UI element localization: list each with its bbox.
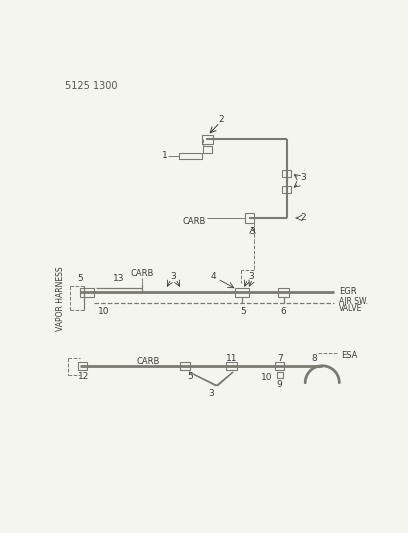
Text: 3: 3 [250,227,255,236]
Text: 6: 6 [281,308,286,317]
Text: 13: 13 [113,273,125,282]
Text: 3: 3 [208,389,214,398]
Text: 5: 5 [188,372,193,381]
Bar [245,213,254,223]
Bar [278,288,289,296]
Text: 10: 10 [98,308,109,317]
Bar [235,288,249,296]
Text: 2: 2 [219,115,224,124]
Text: CARB: CARB [183,216,206,225]
Bar [179,152,202,159]
Bar [282,170,291,177]
Bar [80,288,94,296]
Text: 10: 10 [261,373,272,382]
Bar [226,362,237,370]
Text: VAPOR HARNESS: VAPOR HARNESS [56,266,65,331]
Text: AIR SW.: AIR SW. [339,297,368,306]
Bar [202,135,213,144]
Bar [277,372,283,378]
Text: 3: 3 [248,272,254,281]
Text: 12: 12 [78,372,89,381]
Text: 3: 3 [171,272,176,281]
Bar [180,362,190,370]
Bar [203,146,212,154]
Bar [275,362,284,370]
Text: CARB: CARB [136,358,160,367]
Text: EGR: EGR [339,287,357,296]
Text: 5: 5 [240,308,246,317]
Text: CARB: CARB [131,269,154,278]
Text: 7: 7 [277,353,282,362]
Text: 9: 9 [277,380,282,389]
Bar [282,185,291,192]
Text: ESA: ESA [341,351,357,360]
Text: 3: 3 [301,173,306,182]
Text: VALVE: VALVE [339,304,363,313]
Text: 4: 4 [211,272,217,281]
Text: 8: 8 [312,353,317,362]
Text: 5125 1300: 5125 1300 [65,81,118,91]
Text: 1: 1 [162,151,167,160]
Bar [78,362,87,370]
Text: 11: 11 [226,353,237,362]
Text: 5: 5 [78,273,83,282]
Text: 2: 2 [301,213,306,222]
